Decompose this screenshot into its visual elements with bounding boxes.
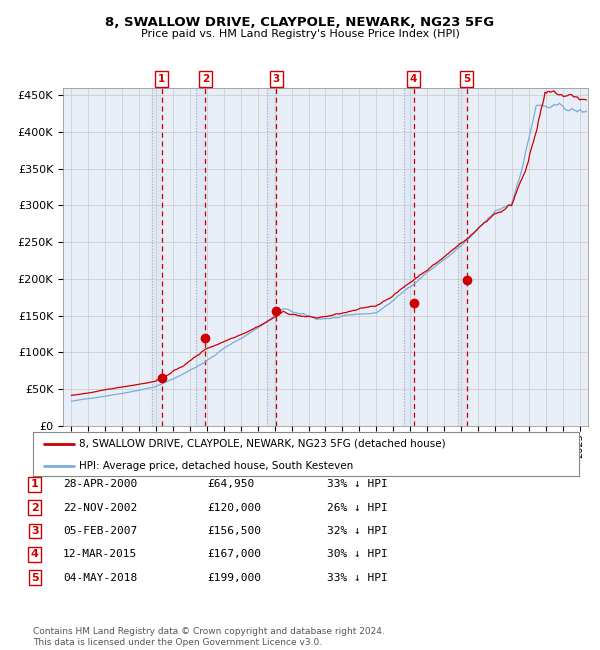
Text: Contains HM Land Registry data © Crown copyright and database right 2024.
This d: Contains HM Land Registry data © Crown c… [33,627,385,647]
Text: 3: 3 [31,526,38,536]
Text: 33% ↓ HPI: 33% ↓ HPI [327,479,388,489]
Text: 5: 5 [31,573,38,583]
Text: 4: 4 [410,73,417,84]
Text: £120,000: £120,000 [207,502,261,513]
Text: 8, SWALLOW DRIVE, CLAYPOLE, NEWARK, NG23 5FG: 8, SWALLOW DRIVE, CLAYPOLE, NEWARK, NG23… [106,16,494,29]
Text: 1: 1 [31,479,38,489]
Bar [458,88,467,426]
Text: 26% ↓ HPI: 26% ↓ HPI [327,502,388,513]
Text: 28-APR-2000: 28-APR-2000 [63,479,137,489]
Text: 30% ↓ HPI: 30% ↓ HPI [327,549,388,560]
Text: 8, SWALLOW DRIVE, CLAYPOLE, NEWARK, NG23 5FG (detached house): 8, SWALLOW DRIVE, CLAYPOLE, NEWARK, NG23… [79,439,446,449]
Text: £64,950: £64,950 [207,479,254,489]
Text: 4: 4 [31,549,39,560]
Bar [152,88,161,426]
Bar [267,88,277,426]
Text: 2: 2 [31,502,38,513]
Text: 2: 2 [202,73,209,84]
Text: £167,000: £167,000 [207,549,261,560]
Text: 3: 3 [273,73,280,84]
Text: 04-MAY-2018: 04-MAY-2018 [63,573,137,583]
Text: 1: 1 [158,73,165,84]
Text: £156,500: £156,500 [207,526,261,536]
Bar [404,88,413,426]
Bar [196,88,205,426]
Text: 12-MAR-2015: 12-MAR-2015 [63,549,137,560]
Text: HPI: Average price, detached house, South Kesteven: HPI: Average price, detached house, Sout… [79,461,353,471]
Text: 5: 5 [463,73,470,84]
Text: £199,000: £199,000 [207,573,261,583]
Text: 05-FEB-2007: 05-FEB-2007 [63,526,137,536]
Text: 32% ↓ HPI: 32% ↓ HPI [327,526,388,536]
Text: Price paid vs. HM Land Registry's House Price Index (HPI): Price paid vs. HM Land Registry's House … [140,29,460,39]
Text: 33% ↓ HPI: 33% ↓ HPI [327,573,388,583]
Text: 22-NOV-2002: 22-NOV-2002 [63,502,137,513]
